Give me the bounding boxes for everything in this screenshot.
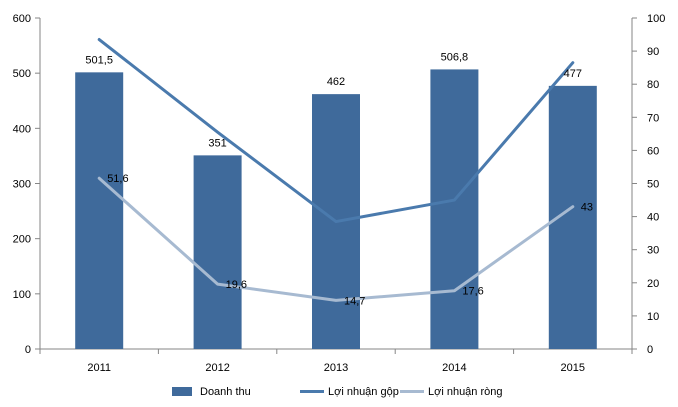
y-right-tick-label: 40 — [647, 212, 659, 224]
y-left-tick-label: 600 — [13, 13, 31, 25]
data-label-doanh-thu: 477 — [564, 68, 582, 80]
y-right-tick-label: 70 — [647, 112, 659, 124]
y-left-tick-label: 100 — [13, 289, 31, 301]
y-left-tick-label: 300 — [13, 179, 31, 191]
x-tick-label: 2015 — [561, 362, 585, 374]
legend: Doanh thu Lợi nhuận gộp Lợi nhuận ròng — [172, 386, 503, 398]
y-left-tick-label: 400 — [13, 123, 31, 135]
line-loi-nhuan-rong — [97, 176, 575, 302]
legend-item-loi-nhuan-rong: Lợi nhuận ròng — [400, 386, 503, 398]
bar-doanh-thu — [193, 155, 242, 349]
x-tick-label: 2011 — [87, 362, 111, 374]
x-tick-label: 2013 — [324, 362, 348, 374]
bars-doanh-thu — [75, 69, 597, 349]
legend-item-doanh-thu: Doanh thu — [172, 386, 251, 398]
legend-label: Lợi nhuận gộp — [328, 386, 399, 398]
y-right-tick-label: 20 — [647, 278, 659, 290]
data-labels: 501,5 351 462 506,8 477 51,6 19,6 14,7 17,6 43 — [85, 51, 593, 307]
y-right-tick-label: 10 — [647, 311, 659, 323]
y-left-tick-label: 200 — [13, 234, 31, 246]
data-label-loi-nhuan-rong: 14,7 — [344, 295, 365, 307]
y-right-tick-label: 50 — [647, 179, 659, 191]
data-label-loi-nhuan-rong: 19,6 — [226, 279, 247, 291]
data-label-loi-nhuan-rong: 51,6 — [107, 173, 128, 185]
y-right-tick-label: 90 — [647, 46, 659, 58]
data-label-loi-nhuan-rong: 17,6 — [462, 286, 483, 298]
y-left-tick-label: 500 — [13, 68, 31, 80]
x-tick-label: 2012 — [205, 362, 229, 374]
x-tick-label: 2014 — [442, 362, 466, 374]
data-label-doanh-thu: 501,5 — [85, 54, 113, 66]
data-label-loi-nhuan-rong: 43 — [581, 202, 593, 214]
legend-label: Lợi nhuận ròng — [428, 386, 503, 398]
legend-label: Doanh thu — [200, 386, 251, 398]
bar-doanh-thu — [430, 69, 479, 349]
data-label-doanh-thu: 351 — [208, 137, 226, 149]
y-right-tick-label: 100 — [647, 13, 665, 25]
data-label-doanh-thu: 506,8 — [441, 51, 469, 63]
data-label-doanh-thu: 462 — [327, 76, 345, 88]
y-right-tick-label: 60 — [647, 145, 659, 157]
y-right-tick-label: 0 — [647, 344, 653, 356]
axes: 0 100 200 300 400 500 600 0 10 20 30 40 50 60 70 80 90 10… — [13, 13, 666, 374]
y-right-tick-label: 30 — [647, 245, 659, 257]
bar-doanh-thu — [75, 72, 124, 349]
legend-swatch — [172, 387, 192, 396]
lines — [97, 38, 575, 302]
y-right-tick-label: 80 — [647, 79, 659, 91]
line-loi-nhuan-gop — [97, 38, 575, 224]
y-left-tick-label: 0 — [25, 344, 31, 356]
legend-item-loi-nhuan-gop: Lợi nhuận gộp — [300, 386, 399, 398]
